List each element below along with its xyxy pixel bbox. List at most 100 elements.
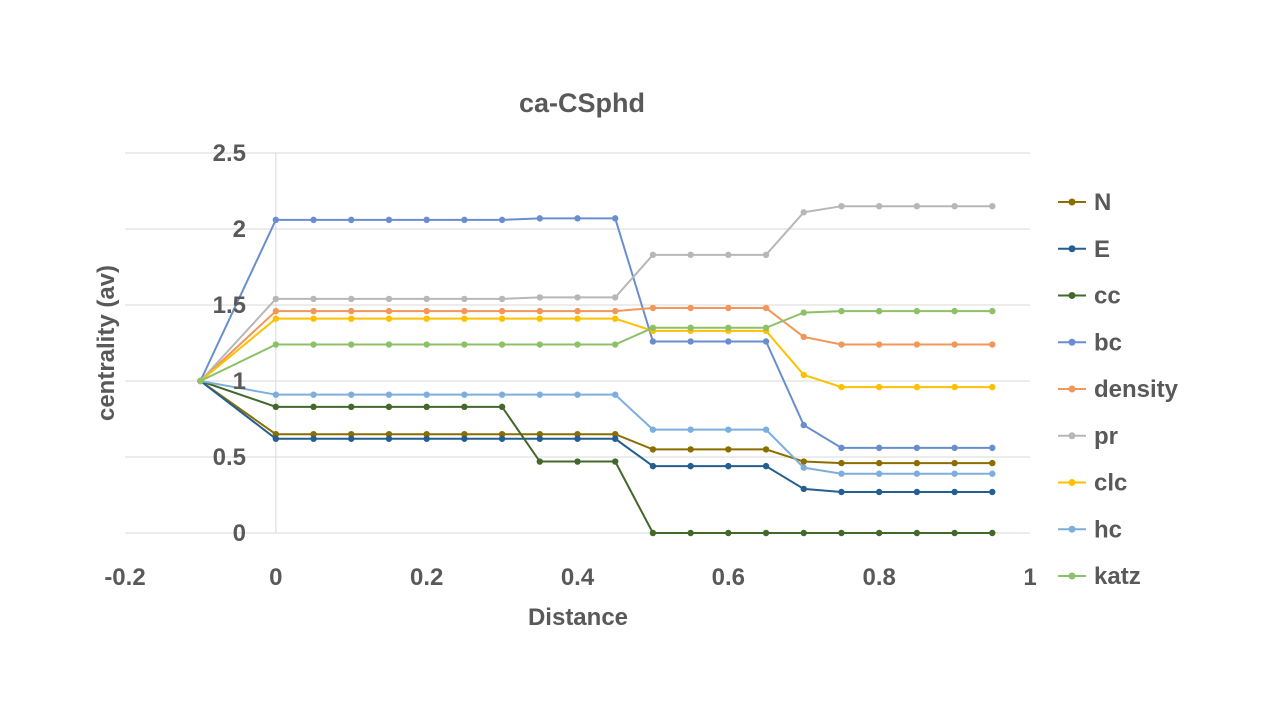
data-point-N (838, 459, 845, 467)
data-point-bc (612, 215, 619, 222)
data-point-clc (574, 315, 581, 322)
legend-label: E (1094, 236, 1110, 263)
data-point-hc (913, 470, 921, 477)
data-point-E (649, 462, 657, 470)
data-point-N (875, 459, 883, 467)
data-point-pr (875, 203, 883, 210)
data-point-bc (875, 444, 883, 452)
legend-label: clc (1094, 470, 1127, 497)
legend-swatch-marker (1068, 292, 1076, 299)
y-tick-label: 1 (233, 368, 246, 395)
legend-item-density: density (1058, 376, 1179, 403)
data-point-E (498, 435, 506, 442)
data-point-density (951, 341, 958, 348)
data-point-N (649, 446, 657, 453)
data-point-cc (989, 529, 996, 537)
data-point-clc (800, 371, 807, 379)
data-point-hc (951, 470, 958, 477)
data-point-cc (951, 529, 958, 537)
data-point-density (989, 341, 996, 348)
data-point-clc (838, 383, 845, 391)
y-axis-title: centrality (av) (93, 265, 120, 421)
y-tick-label: 0.5 (213, 444, 246, 471)
data-point-clc (951, 383, 958, 391)
data-point-bc (423, 216, 430, 224)
data-point-cc (762, 529, 770, 537)
data-point-katz (348, 341, 355, 348)
legend-item-bc: bc (1058, 329, 1122, 356)
data-point-N (272, 431, 280, 438)
data-point-E (536, 435, 543, 442)
data-point-density (536, 307, 543, 315)
series-bc (197, 215, 996, 452)
data-point-hc (385, 391, 393, 398)
data-point-bc (649, 338, 657, 345)
data-point-density (310, 307, 317, 315)
data-point-N (989, 459, 996, 467)
series-group (197, 203, 996, 537)
data-point-N (574, 431, 581, 438)
data-point-N (762, 446, 770, 453)
data-point-cc (913, 529, 921, 537)
data-point-cc (800, 529, 807, 537)
data-point-pr (951, 203, 958, 210)
legend-label: bc (1094, 329, 1122, 356)
data-point-clc (875, 383, 883, 391)
data-point-hc (649, 426, 657, 433)
data-point-N (461, 431, 468, 438)
data-point-N (498, 431, 506, 438)
data-point-hc (310, 391, 317, 398)
data-point-bc (725, 338, 732, 345)
data-point-N (612, 431, 619, 438)
data-point-clc (536, 315, 543, 322)
data-point-clc (461, 315, 468, 322)
data-point-hc (800, 464, 807, 471)
data-point-E (461, 435, 468, 442)
x-tick-labels: -0.2 0 0.2 0.4 0.6 0.8 1 (104, 564, 1036, 591)
data-point-bc (800, 421, 807, 429)
data-point-cc (687, 529, 694, 537)
legend-item-katz: katz (1058, 563, 1141, 590)
data-point-pr (385, 295, 393, 303)
data-point-bc (385, 216, 393, 224)
data-point-density (423, 307, 430, 315)
data-point-katz (612, 341, 619, 348)
data-point-N (951, 459, 958, 467)
data-point-E (800, 485, 807, 493)
series-clc (197, 315, 996, 391)
data-point-hc (348, 391, 355, 398)
data-point-E (913, 488, 921, 496)
data-point-pr (574, 294, 581, 301)
data-point-E (348, 435, 355, 442)
series-line-hc (200, 380, 993, 475)
series-line-katz (199, 310, 993, 382)
y-tick-label: 0 (233, 520, 246, 547)
data-point-katz (725, 324, 732, 331)
x-tick-label: 0.2 (410, 564, 443, 591)
y-tick-label: 1.5 (213, 292, 246, 319)
legend-swatch-marker (1068, 479, 1076, 486)
data-point-N (725, 446, 732, 453)
data-point-N (913, 459, 921, 467)
data-point-bc (536, 215, 543, 222)
data-point-density (498, 307, 506, 315)
legend-label: katz (1094, 563, 1141, 590)
data-point-E (310, 435, 317, 442)
data-point-density (348, 307, 355, 315)
data-point-bc (461, 216, 468, 224)
legend-label: density (1094, 376, 1179, 403)
data-point-clc (423, 315, 430, 322)
data-point-density (612, 307, 619, 315)
data-point-pr (423, 295, 430, 303)
data-point-clc (498, 315, 506, 322)
legend-swatch-marker (1068, 198, 1076, 206)
data-point-hc (612, 391, 619, 398)
data-point-hc (574, 391, 581, 398)
data-point-N (310, 431, 317, 438)
data-point-hc (536, 391, 543, 398)
legend-swatch-marker (1068, 572, 1076, 580)
series-pr (197, 203, 996, 385)
data-point-clc (310, 315, 317, 322)
data-point-E (762, 462, 770, 470)
